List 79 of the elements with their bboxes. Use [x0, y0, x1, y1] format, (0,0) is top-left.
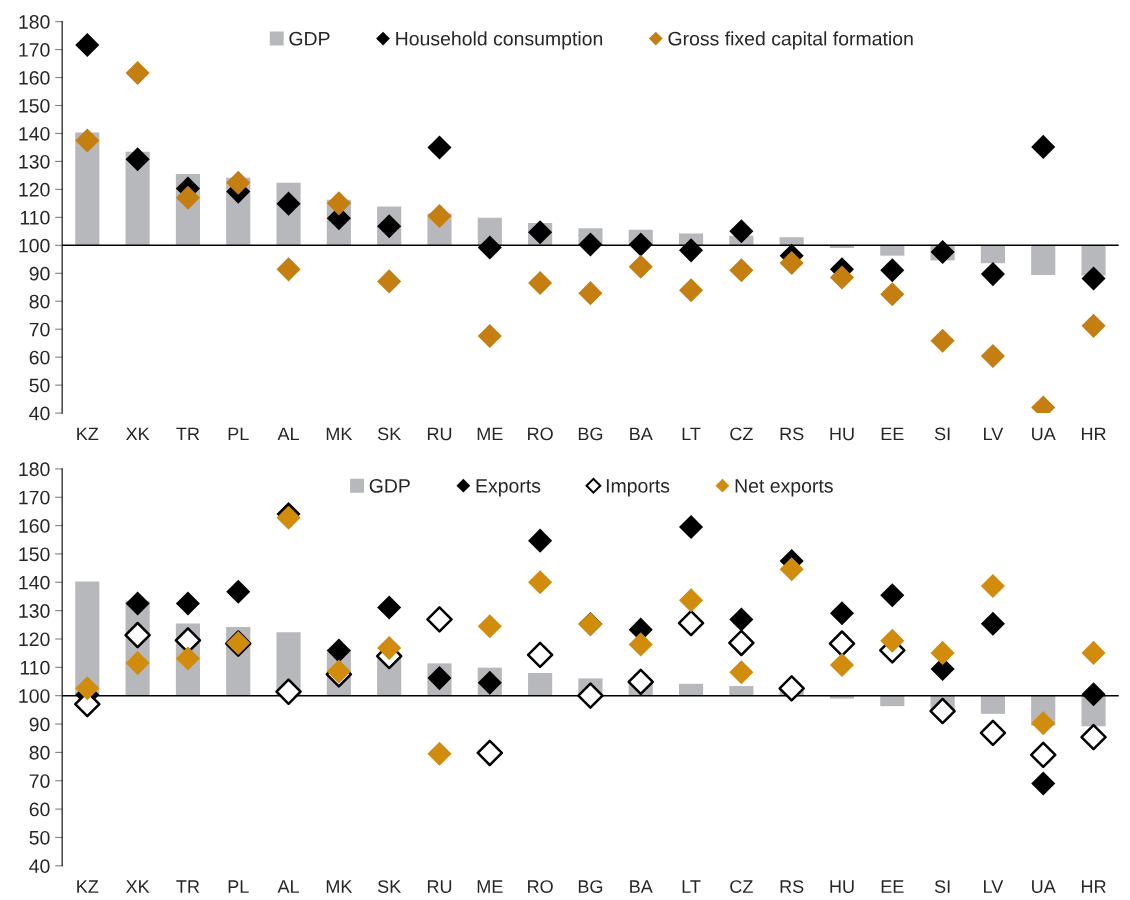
y-tick-label: 50: [29, 378, 50, 393]
y-tick-label: 170: [19, 490, 50, 505]
x-tick-label: ME: [477, 427, 503, 441]
x-tick-label: PL: [228, 427, 249, 441]
x-tick-label: CZ: [730, 427, 753, 441]
y-tick-label: 90: [29, 266, 50, 281]
x-tick-label: LT: [682, 427, 701, 441]
x-tick-label: TR: [176, 880, 200, 893]
legend-label: Net exports: [735, 479, 833, 497]
x-tick-label: BA: [630, 880, 653, 893]
y-tick-label: 100: [19, 238, 50, 253]
legend-label: Imports: [606, 479, 670, 497]
x-tick-label: HR: [1081, 880, 1106, 893]
legend-label: GDP: [369, 478, 410, 493]
x-tick-label: SI: [934, 427, 950, 441]
x-tick-label: MK: [326, 880, 353, 893]
y-tick-label: 80: [29, 745, 50, 760]
x-tick-label: ME: [477, 880, 503, 893]
y-tick-label: 180: [19, 462, 50, 477]
y-tick-label: 160: [19, 71, 50, 85]
y-tick-label: 150: [19, 547, 50, 562]
x-tick-label: MK: [326, 427, 353, 441]
x-tick-label: HU: [830, 427, 854, 441]
x-tick-label: KZ: [77, 427, 99, 441]
y-tick-label: 120: [19, 632, 50, 647]
y-tick-label: 130: [19, 604, 50, 618]
y-tick-label: 40: [29, 406, 50, 421]
x-tick-label: BG: [578, 427, 603, 441]
y-tick-label: 60: [29, 350, 50, 365]
x-tick-label: BA: [630, 427, 653, 441]
y-tick-label: 40: [29, 859, 50, 874]
x-tick-label: XK: [125, 880, 150, 893]
x-tick-label: CZ: [730, 880, 753, 893]
y-tick-label: 140: [19, 126, 50, 141]
x-tick-label: RS: [780, 880, 804, 893]
legend-label: Household consumption: [396, 31, 603, 50]
x-tick-label: PL: [228, 880, 249, 893]
y-tick-label: 110: [20, 210, 50, 225]
y-tick-label: 90: [29, 717, 50, 732]
x-tick-label: RO: [528, 427, 553, 441]
x-tick-label: RO: [528, 880, 553, 893]
x-tick-label: UA: [1032, 427, 1056, 441]
y-tick-label: 80: [29, 294, 50, 309]
x-tick-label: TR: [176, 427, 200, 441]
y-tick-label: 50: [29, 830, 50, 845]
x-tick-label: HU: [830, 880, 854, 893]
x-tick-label: LV: [984, 427, 1004, 441]
y-tick-label: 70: [29, 322, 50, 337]
x-tick-label: AL: [277, 427, 299, 441]
y-tick-label: 60: [29, 802, 50, 817]
y-tick-label: 70: [29, 774, 50, 788]
x-tick-label: LT: [682, 880, 701, 893]
y-tick-label: 100: [19, 689, 50, 703]
x-tick-label: SI: [934, 880, 950, 893]
x-tick-label: RU: [427, 427, 452, 441]
y-tick-label: 120: [19, 182, 50, 197]
x-tick-label: EE: [881, 880, 904, 893]
y-tick-label: 110: [20, 660, 50, 675]
y-tick-label: 180: [19, 15, 50, 29]
x-tick-label: SK: [377, 427, 402, 441]
y-tick-label: 160: [19, 519, 50, 533]
x-tick-label: UA: [1032, 880, 1056, 893]
x-tick-label: HR: [1081, 427, 1106, 441]
x-tick-label: XK: [125, 427, 150, 441]
legend-label: Gross fixed capital formation: [668, 31, 913, 50]
legend-label: GDP: [289, 31, 330, 46]
y-tick-label: 170: [19, 43, 50, 57]
x-tick-label: LV: [984, 880, 1004, 893]
y-tick-label: 140: [19, 575, 50, 590]
x-tick-label: BG: [578, 880, 603, 893]
x-tick-label: EE: [881, 427, 904, 441]
y-tick-label: 130: [19, 154, 50, 169]
y-tick-label: 150: [19, 98, 50, 113]
x-tick-label: RS: [780, 427, 804, 441]
legend-label: Exports: [476, 479, 541, 497]
x-tick-label: KZ: [77, 880, 99, 893]
x-tick-label: AL: [277, 880, 299, 893]
x-tick-label: SK: [377, 880, 402, 893]
x-tick-label: RU: [427, 880, 452, 893]
